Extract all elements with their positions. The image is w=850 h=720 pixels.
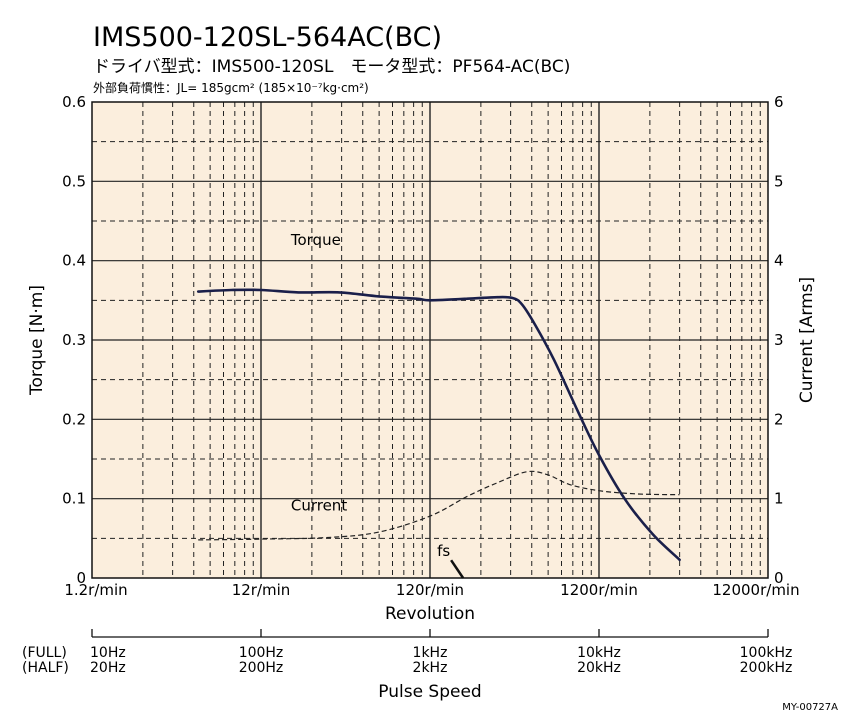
y-tick-label: 0 [76,569,86,587]
annotation-fs: fs [437,542,450,560]
figure-code: MY-00727A [782,702,838,713]
pulse-full-tick-label: 10Hz [90,645,126,661]
y2-tick-label: 0 [774,569,784,587]
x-axis-label: Revolution [385,604,475,624]
pulse-full-tick-label: 10kHz [577,645,621,661]
pulse-speed-label: Pulse Speed [378,682,481,702]
x-tick-label: 1.2r/min [64,581,127,599]
chart-subtitle: ドライバ型式：IMS500-120SL モータ型式：PF564-AC(BC) [93,57,570,77]
pulse-half-tick-label: 20kHz [577,660,621,676]
pulse-half-tick-label: 20Hz [90,660,126,676]
pulse-full-tick-label: 1kHz [413,645,448,661]
series-group [196,288,681,562]
y2-tick-label: 1 [774,490,784,508]
y-tick-label: 0.1 [62,490,86,508]
y2-tick-label: 2 [774,410,784,428]
y-axis-ticks: 0 0.1 0.2 0.3 0.4 0.5 0.6 [62,93,86,587]
x-tick-label: 120r/min [396,581,464,599]
y2-tick-label: 6 [774,93,784,111]
torque-series-line [196,288,681,562]
grid-major [92,102,768,578]
y2-axis-label: Current [Arms] [797,277,817,403]
chart-title: IMS500-120SL-564AC(BC) [93,22,442,53]
y2-tick-label: 5 [774,172,784,190]
inertia-note: 外部負荷慣性：JL= 185gcm² (185×10⁻⁷kg·cm²) [93,80,369,95]
x-tick-label: 12000r/min [712,581,799,599]
y-tick-label: 0.3 [62,331,86,349]
y-tick-label: 0.2 [62,410,86,428]
current-series-line [198,470,680,541]
annotation-torque: Torque [290,231,341,249]
pulse-half-tick-label: 2kHz [413,660,448,676]
half-step-label: (HALF) [22,660,69,676]
y2-tick-label: 3 [774,331,784,349]
y2-axis-ticks: 0 1 2 3 4 5 6 [774,93,784,587]
pulse-half-tick-label: 200kHz [740,660,793,676]
plot-frame [91,101,769,579]
pulse-full-tick-label: 100kHz [740,645,793,661]
y-tick-label: 0.6 [62,93,86,111]
pulse-full-tick-label: 100Hz [239,645,284,661]
y-tick-label: 0.5 [62,172,86,190]
x-tick-label: 1200r/min [560,581,638,599]
y2-tick-label: 4 [774,252,784,270]
y-axis-label: Torque [N·m] [27,285,47,396]
x-axis-ticks: 1.2r/min 12r/min 120r/min 1200r/min 12000r/m… [64,581,799,599]
pulse-half-tick-label: 200Hz [239,660,284,676]
y-tick-label: 0.4 [62,252,86,270]
full-step-label: (FULL) [22,645,67,661]
annotations: Torque Current fs [290,231,465,579]
annotation-current: Current [291,497,347,515]
x-tick-label: 12r/min [232,581,291,599]
fs-marker-line [450,559,465,579]
